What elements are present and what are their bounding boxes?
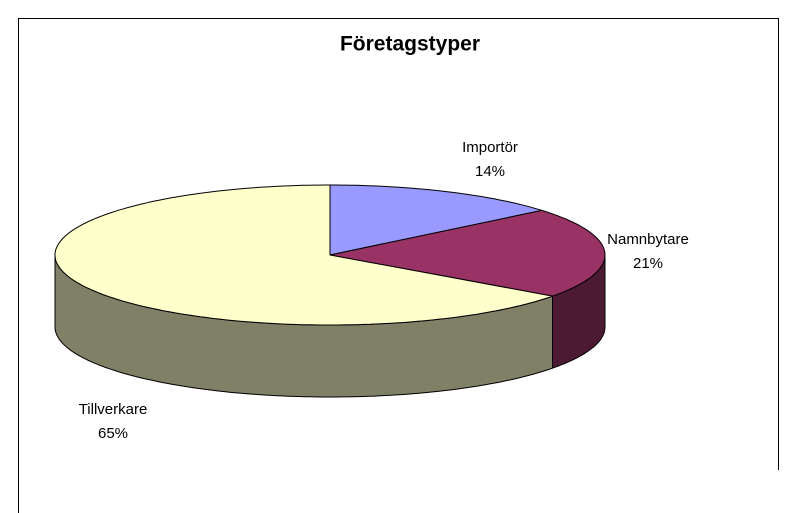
value-label: 65%	[98, 425, 128, 442]
chart-title: Företagstyper	[340, 33, 480, 56]
chart-frame	[18, 18, 779, 513]
category-label: Tillverkare	[79, 401, 148, 418]
category-label: Namnbytare	[607, 231, 689, 248]
category-label: Importör	[462, 139, 518, 156]
value-label: 14%	[475, 163, 505, 180]
pie-slice	[54, 184, 553, 326]
value-label: 21%	[633, 255, 663, 272]
pie-slice	[329, 184, 543, 256]
pie-slice	[329, 209, 606, 297]
